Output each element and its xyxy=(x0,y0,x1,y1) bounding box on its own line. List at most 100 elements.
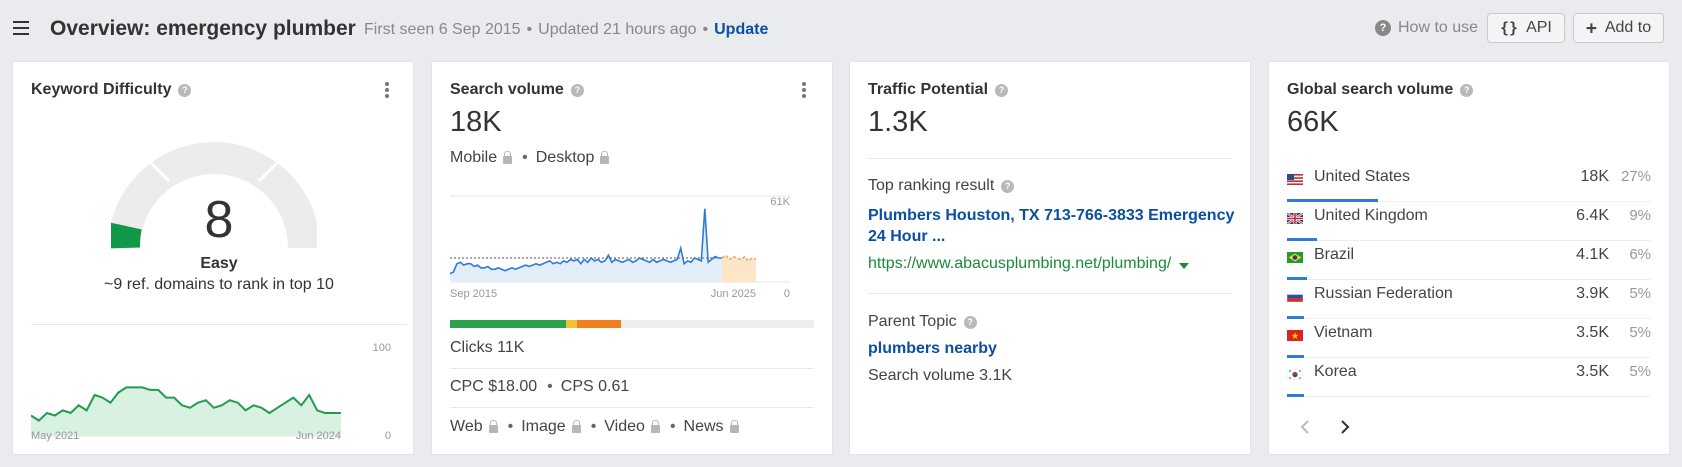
add-to-button[interactable]: + Add to xyxy=(1573,13,1665,43)
kd-history-chart[interactable]: 100 0 May 2021 Jun 2024 xyxy=(31,326,407,444)
top-result-title-link[interactable]: Plumbers Houston, TX 713-766-3833 Emerge… xyxy=(868,207,1235,245)
country-name[interactable]: Russian Federation xyxy=(1314,285,1453,302)
plus-icon: + xyxy=(1586,17,1597,39)
help-icon: ? xyxy=(1375,20,1391,36)
serp-video: Video xyxy=(604,418,645,435)
cpc-text: CPC $18.00 xyxy=(450,378,538,395)
country-row[interactable]: Vietnam 3.5K 5% xyxy=(1287,319,1651,358)
ctr-segment-serp xyxy=(577,320,622,328)
forecast-area xyxy=(722,255,756,282)
brazil-flag-icon xyxy=(1287,252,1303,263)
x-axis-end-label: Jun 2025 xyxy=(711,288,756,300)
x-axis-start-label: Sep 2015 xyxy=(450,288,497,300)
share-bar xyxy=(1287,277,1308,280)
traffic-potential-card: Traffic Potential? 1.3K Top ranking resu… xyxy=(849,61,1251,455)
lock-icon xyxy=(571,419,581,433)
help-icon[interactable]: ? xyxy=(963,315,977,329)
parent-topic-volume: Search volume 3.1K xyxy=(868,367,1013,384)
dropdown-caret-icon[interactable] xyxy=(1179,262,1190,269)
kd-line xyxy=(31,386,341,422)
more-options-icon[interactable] xyxy=(801,82,807,100)
kd-area xyxy=(31,387,341,436)
kd-score: 8 xyxy=(204,191,234,249)
country-row[interactable]: United States 18K 27% xyxy=(1287,163,1651,202)
global-value: 66K xyxy=(1287,106,1339,138)
more-options-icon[interactable] xyxy=(384,82,390,100)
sv-history-chart[interactable]: 61K 0 Sep 2015 Jun 2025 xyxy=(450,188,826,308)
top-bar: Overview: emergency plumber First seen 6… xyxy=(0,0,1682,58)
country-share: 5% xyxy=(1629,285,1651,302)
kd-title: Keyword Difficulty? xyxy=(31,81,192,99)
korea-flag-icon xyxy=(1287,369,1303,380)
help-icon[interactable]: ? xyxy=(995,83,1009,97)
share-bar xyxy=(1287,238,1318,241)
add-to-button-label: Add to xyxy=(1604,19,1652,36)
lock-icon xyxy=(488,419,498,433)
page-title: Overview: emergency plumber xyxy=(50,17,356,40)
sv-area xyxy=(450,208,722,282)
country-share: 27% xyxy=(1620,168,1651,185)
country-row[interactable]: Brazil 4.1K 6% xyxy=(1287,241,1651,280)
update-link[interactable]: Update xyxy=(714,21,769,38)
us-flag-icon xyxy=(1287,174,1303,185)
top-ranking-label: Top ranking result? xyxy=(868,177,1015,195)
hamburger-menu-icon[interactable] xyxy=(13,21,29,35)
country-name[interactable]: United Kingdom xyxy=(1314,207,1428,224)
global-title: Global search volume? xyxy=(1287,81,1474,99)
ctr-bar xyxy=(450,320,814,328)
first-seen-text: First seen 6 Sep 2015 xyxy=(364,21,521,38)
country-volume: 18K xyxy=(1580,168,1609,185)
lock-icon xyxy=(600,150,610,164)
x-axis-end-label: Jun 2024 xyxy=(296,430,341,442)
y-axis-max-label: 61K xyxy=(770,196,790,208)
ctr-segment-paid xyxy=(566,320,578,328)
help-icon[interactable]: ? xyxy=(1460,83,1474,97)
country-volume: 3.9K xyxy=(1576,285,1609,302)
country-volume: 4.1K xyxy=(1576,246,1609,263)
uk-flag-icon xyxy=(1287,213,1303,224)
share-bar xyxy=(1287,394,1304,397)
country-name[interactable]: Brazil xyxy=(1314,246,1355,263)
help-icon[interactable]: ? xyxy=(178,83,192,97)
country-name[interactable]: United States xyxy=(1314,168,1411,185)
vietnam-flag-icon xyxy=(1287,330,1303,341)
braces-icon: {} xyxy=(1500,19,1519,37)
cps-text: CPS 0.61 xyxy=(560,378,630,395)
country-volume: 3.5K xyxy=(1576,363,1609,380)
keyword-difficulty-card: Keyword Difficulty? 8 Easy ~9 ref. domai… xyxy=(12,61,414,455)
country-row[interactable]: Korea 3.5K 5% xyxy=(1287,358,1651,397)
tp-title: Traffic Potential? xyxy=(868,81,1009,99)
how-to-use-link[interactable]: ? How to use xyxy=(1375,19,1478,37)
updated-text: Updated 21 hours ago xyxy=(538,21,697,38)
parent-topic-label: Parent Topic? xyxy=(868,313,977,331)
api-button[interactable]: {} API xyxy=(1487,13,1565,43)
x-axis-start-label: May 2021 xyxy=(31,430,79,442)
country-share: 6% xyxy=(1629,246,1651,263)
chevron-left-icon[interactable] xyxy=(1299,415,1311,441)
mobile-label: Mobile xyxy=(450,149,498,166)
country-share: 5% xyxy=(1629,363,1651,380)
country-row[interactable]: Russian Federation 3.9K 5% xyxy=(1287,280,1651,319)
country-name[interactable]: Vietnam xyxy=(1314,324,1373,341)
share-bar xyxy=(1287,199,1378,202)
chevron-right-icon[interactable] xyxy=(1339,415,1351,441)
top-result-url[interactable]: https://www.abacusplumbing.net/plumbing/ xyxy=(868,255,1190,273)
clicks-text: Clicks 11K xyxy=(450,339,525,356)
y-axis-min-label: 0 xyxy=(385,430,391,442)
russia-flag-icon xyxy=(1287,291,1303,302)
search-volume-card: Search volume? 18K Mobile • Desktop 61K 0… xyxy=(431,61,833,455)
serp-news: News xyxy=(683,418,724,435)
divider xyxy=(31,324,407,325)
help-icon[interactable]: ? xyxy=(570,83,584,97)
how-to-use-label: How to use xyxy=(1398,19,1479,36)
country-name[interactable]: Korea xyxy=(1314,363,1357,380)
serp-features-row: Web • Image • Video • News xyxy=(450,418,739,436)
help-icon[interactable]: ? xyxy=(1001,179,1015,193)
ctr-segment-organic xyxy=(450,320,567,328)
y-axis-max-label: 100 xyxy=(373,342,391,354)
cpc-cps-row: CPC $18.00 • CPS 0.61 xyxy=(450,378,630,395)
difficulty-gauge xyxy=(111,142,317,249)
parent-topic-link[interactable]: plumbers nearby xyxy=(868,340,997,357)
tp-value: 1.3K xyxy=(868,106,928,138)
country-row[interactable]: United Kingdom 6.4K 9% xyxy=(1287,202,1651,241)
